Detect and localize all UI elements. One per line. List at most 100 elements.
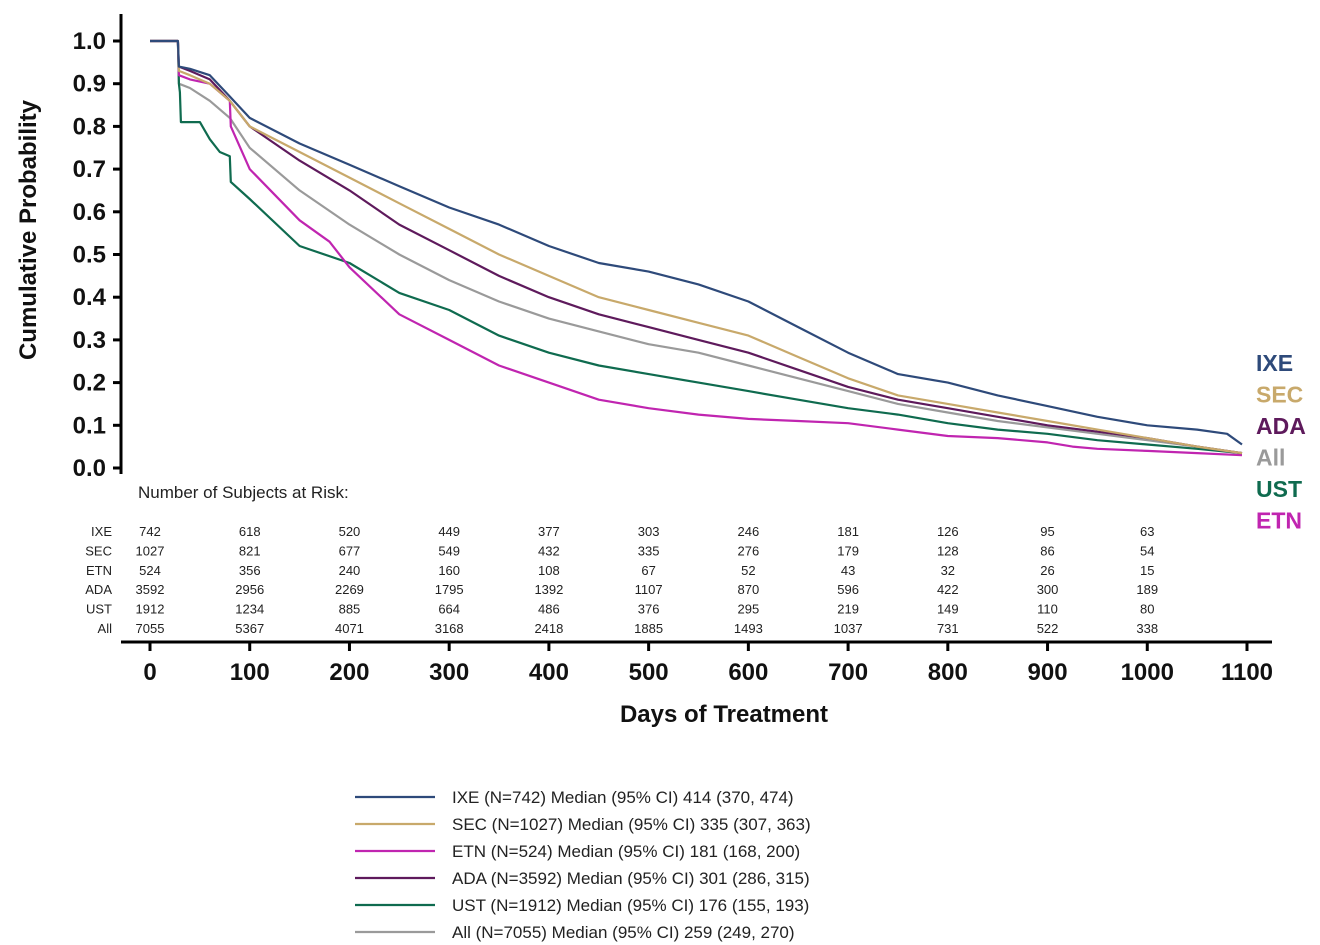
risk-row-label: SEC	[85, 543, 112, 558]
risk-cell: 63	[1140, 524, 1154, 539]
risk-cell: 2418	[534, 621, 563, 636]
risk-row-label: All	[98, 621, 113, 636]
y-tick-label: 0.0	[73, 455, 106, 482]
risk-cell: 181	[837, 524, 859, 539]
end-label-ust: UST	[1256, 476, 1302, 502]
risk-cell: 246	[738, 524, 760, 539]
x-tick-label: 500	[629, 659, 669, 686]
risk-cell: 1037	[834, 621, 863, 636]
legend-entry-ada: ADA (N=3592) Median (95% CI) 301 (286, 3…	[452, 869, 810, 888]
risk-cell: 189	[1136, 582, 1158, 597]
risk-cell: 1392	[534, 582, 563, 597]
y-axis-title: Cumulative Probability	[15, 99, 42, 360]
end-label-etn: ETN	[1256, 508, 1302, 534]
y-tick-label: 0.1	[73, 412, 106, 439]
x-tick-label: 100	[230, 659, 270, 686]
y-tick-label: 0.2	[73, 370, 106, 397]
x-tick-label: 800	[928, 659, 968, 686]
end-label-all: All	[1256, 445, 1285, 471]
legend-entry-ust: UST (N=1912) Median (95% CI) 176 (155, 1…	[452, 896, 809, 915]
risk-cell: 160	[438, 563, 460, 578]
risk-cell: 67	[641, 563, 655, 578]
x-tick-label: 900	[1028, 659, 1068, 686]
risk-cell: 126	[937, 524, 959, 539]
risk-cell: 486	[538, 602, 560, 617]
end-label-ixe: IXE	[1256, 350, 1293, 376]
risk-cell: 3592	[136, 582, 165, 597]
risk-cell: 1107	[635, 582, 663, 597]
risk-cell: 524	[139, 563, 161, 578]
y-tick-label: 0.9	[73, 71, 106, 98]
x-tick-label: 1100	[1221, 659, 1273, 686]
risk-row-label: ETN	[86, 563, 112, 578]
risk-cell: 32	[941, 563, 955, 578]
x-tick-label: 0	[143, 659, 156, 686]
risk-cell: 149	[937, 602, 959, 617]
legend-entry-etn: ETN (N=524) Median (95% CI) 181 (168, 20…	[452, 842, 800, 861]
risk-cell: 54	[1140, 543, 1154, 558]
risk-cell: 1795	[435, 582, 464, 597]
series-lines	[150, 39, 1243, 457]
risk-cell: 295	[738, 602, 760, 617]
risk-cell: 110	[1037, 602, 1058, 617]
y-tick-label: 0.5	[73, 242, 106, 269]
x-tick-label: 200	[329, 659, 369, 686]
end-label-sec: SEC	[1256, 382, 1303, 408]
series-line-sec	[150, 39, 1243, 455]
risk-cell: 86	[1040, 543, 1054, 558]
series-line-all	[150, 39, 1243, 455]
risk-cell: 432	[538, 543, 560, 558]
y-tick-label: 0.8	[73, 113, 106, 140]
x-axis-title: Days of Treatment	[620, 701, 828, 728]
series-line-ust	[150, 39, 1243, 455]
y-tick-label: 0.7	[73, 156, 106, 183]
risk-cell: 2956	[235, 582, 264, 597]
risk-cell: 664	[438, 602, 460, 617]
risk-cell: 356	[239, 563, 261, 578]
risk-cell: 618	[239, 524, 261, 539]
risk-cell: 95	[1040, 524, 1054, 539]
risk-cell: 520	[339, 524, 361, 539]
x-tick-label: 700	[828, 659, 868, 686]
legend: IXE (N=742) Median (95% CI) 414 (370, 47…	[355, 788, 811, 942]
risk-cell: 219	[837, 602, 859, 617]
series-line-etn	[150, 39, 1243, 457]
risk-row-label: ADA	[85, 582, 112, 597]
risk-cell: 80	[1140, 602, 1154, 617]
risk-cell: 885	[339, 602, 361, 617]
risk-cell: 303	[638, 524, 660, 539]
risk-cell: 422	[937, 582, 959, 597]
end-labels: IXE SEC ADA All UST ETN	[1256, 350, 1306, 534]
axes: 0.0 0.1 0.2 0.3 0.4 0.5 0.6 0.7 0.8 0.9 1.0 0 100 200…	[15, 14, 1273, 728]
y-tick-label: 0.6	[73, 199, 106, 226]
series-line-ada	[150, 39, 1243, 455]
x-tick-label: 1000	[1121, 659, 1174, 686]
risk-cell: 3168	[435, 621, 464, 636]
risk-cell: 549	[438, 543, 460, 558]
x-tick-label: 400	[529, 659, 569, 686]
risk-cell: 449	[438, 524, 460, 539]
risk-cell: 731	[937, 621, 959, 636]
risk-row-label: UST	[86, 602, 112, 617]
risk-table: Number of Subjects at Risk: IXE 742 618 520 4…	[85, 483, 1158, 636]
risk-cell: 108	[538, 563, 560, 578]
y-tick-label: 0.3	[73, 327, 106, 354]
risk-cell: 335	[638, 543, 660, 558]
risk-cell: 377	[538, 524, 560, 539]
risk-cell: 240	[339, 563, 361, 578]
risk-table-title: Number of Subjects at Risk:	[138, 483, 349, 502]
risk-cell: 26	[1040, 563, 1054, 578]
y-tick-label: 0.4	[73, 284, 107, 311]
risk-cell: 821	[239, 543, 261, 558]
y-tick-label: 1.0	[73, 28, 106, 55]
risk-cell: 742	[139, 524, 161, 539]
legend-entry-all: All (N=7055) Median (95% CI) 259 (249, 2…	[452, 923, 795, 942]
risk-cell: 128	[937, 543, 959, 558]
risk-cell: 1234	[235, 602, 264, 617]
risk-cell: 376	[638, 602, 660, 617]
risk-cell: 338	[1136, 621, 1158, 636]
risk-cell: 4071	[335, 621, 364, 636]
risk-cell: 522	[1037, 621, 1059, 636]
risk-row-label: IXE	[91, 524, 112, 539]
